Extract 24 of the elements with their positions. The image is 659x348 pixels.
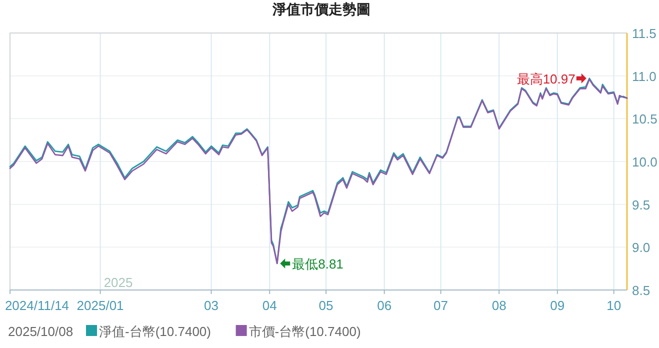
y-tick-label: 9.5 xyxy=(632,197,650,212)
y-tick-label: 10.5 xyxy=(632,112,658,127)
x-tick-label: 09 xyxy=(550,298,565,313)
legend-label: 淨值-台幣(10.7400) xyxy=(99,324,211,339)
x-tick-label: 2024/11/14 xyxy=(4,298,70,313)
annotation: 最高10.97 xyxy=(516,71,576,86)
chart-title: 淨值市價走勢圖 xyxy=(272,1,370,17)
y-tick-label: 10.0 xyxy=(632,154,658,170)
y-tick-label: 11.0 xyxy=(632,68,656,84)
x-tick-label: 04 xyxy=(262,298,277,313)
annotation: 最低8.81 xyxy=(292,256,344,272)
x-tick-label: 06 xyxy=(377,298,392,313)
legend-label: 市價-台幣(10.7400) xyxy=(248,324,361,339)
y-tick-label: 9.0 xyxy=(632,240,650,256)
y-tick-label: 8.5 xyxy=(632,283,650,298)
legend-title: 2025/10/08 xyxy=(8,324,74,339)
x-tick-label: 03 xyxy=(204,298,219,313)
x-tick-label: 08 xyxy=(492,298,506,313)
y-tick-label: 11.5 xyxy=(632,26,656,41)
x-tick-label: 10 xyxy=(606,298,622,313)
x-tick-label: 07 xyxy=(434,298,448,313)
x-tick-label: 2025/01 xyxy=(76,298,124,313)
x-tick-label: 05 xyxy=(318,298,334,313)
annotation: 2025 xyxy=(104,275,133,290)
